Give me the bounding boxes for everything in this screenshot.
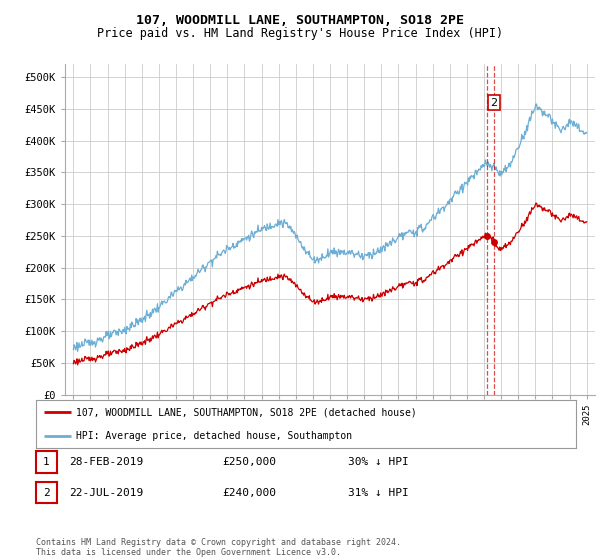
Text: 107, WOODMILL LANE, SOUTHAMPTON, SO18 2PE (detached house): 107, WOODMILL LANE, SOUTHAMPTON, SO18 2P…	[77, 407, 417, 417]
Text: 30% ↓ HPI: 30% ↓ HPI	[348, 457, 409, 467]
Text: 28-FEB-2019: 28-FEB-2019	[69, 457, 143, 467]
Text: 2: 2	[43, 488, 50, 498]
Text: £240,000: £240,000	[222, 488, 276, 498]
Text: HPI: Average price, detached house, Southampton: HPI: Average price, detached house, Sout…	[77, 431, 353, 441]
Text: 31% ↓ HPI: 31% ↓ HPI	[348, 488, 409, 498]
Text: Contains HM Land Registry data © Crown copyright and database right 2024.
This d: Contains HM Land Registry data © Crown c…	[36, 538, 401, 557]
Text: 1: 1	[43, 457, 50, 467]
Text: £250,000: £250,000	[222, 457, 276, 467]
Text: 2: 2	[490, 97, 497, 108]
Text: Price paid vs. HM Land Registry's House Price Index (HPI): Price paid vs. HM Land Registry's House …	[97, 27, 503, 40]
Text: 107, WOODMILL LANE, SOUTHAMPTON, SO18 2PE: 107, WOODMILL LANE, SOUTHAMPTON, SO18 2P…	[136, 14, 464, 27]
Text: 22-JUL-2019: 22-JUL-2019	[69, 488, 143, 498]
